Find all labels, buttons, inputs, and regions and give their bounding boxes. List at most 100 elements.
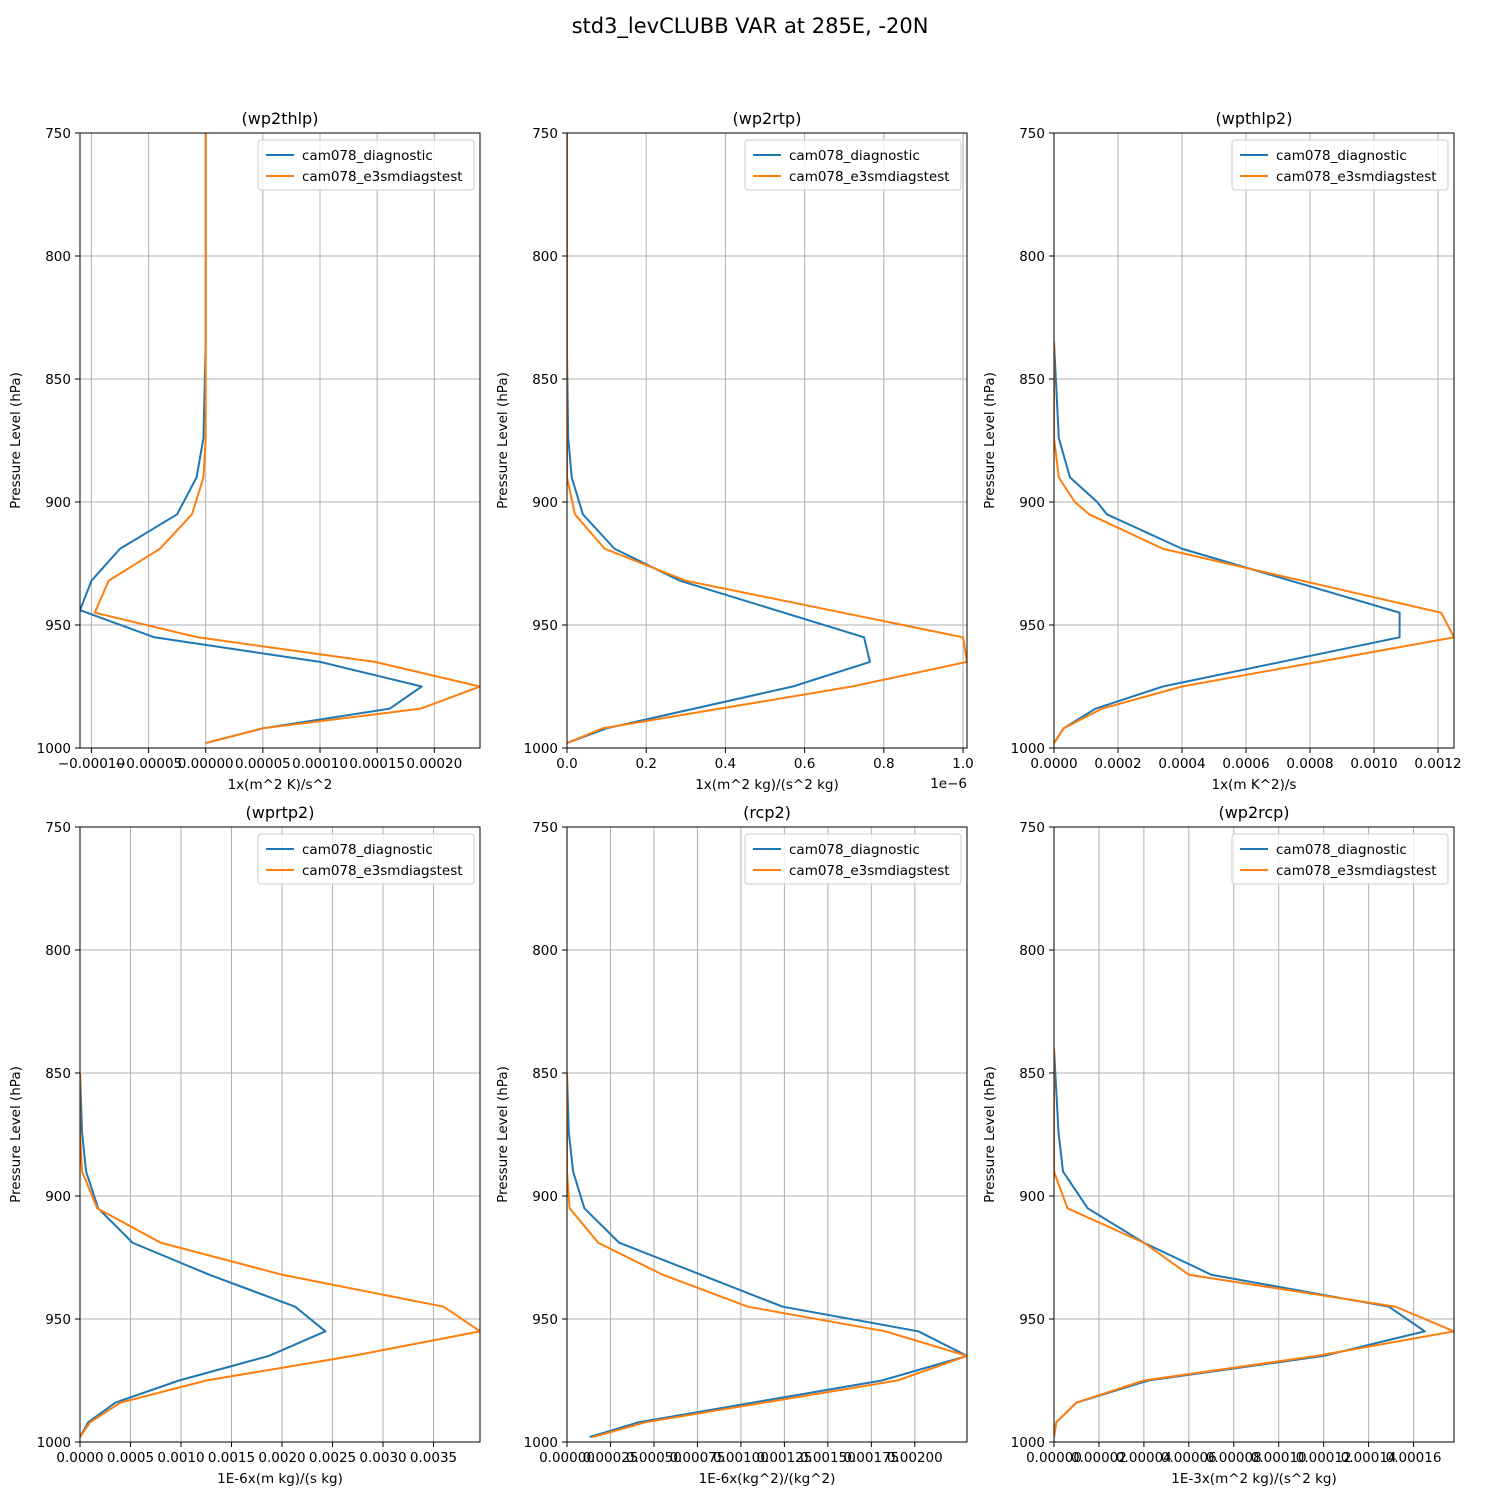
legend-label-2: cam078_e3smdiagstest — [789, 863, 950, 879]
x-tick-label: 0.00100 — [713, 1450, 769, 1466]
y-tick-label: 800 — [532, 249, 558, 265]
x-tick-label: 0.00200 — [887, 1450, 943, 1466]
legend-label-2: cam078_e3smdiagstest — [789, 169, 950, 185]
y-tick-label: 800 — [45, 249, 71, 265]
y-tick-label: 950 — [532, 618, 558, 634]
y-tick-label: 900 — [45, 1189, 71, 1205]
x-tick-label: 0.0006 — [1222, 756, 1269, 772]
axes-frame — [79, 132, 481, 749]
x-tick-label: −0.00010 — [58, 756, 125, 772]
x-offset-text: 1e−6 — [930, 776, 967, 792]
legend-frame — [744, 833, 962, 885]
y-tick-label: 750 — [45, 126, 71, 142]
x-tick-label: 0.00000 — [539, 1450, 595, 1466]
legend-label-1: cam078_diagnostic — [302, 148, 433, 164]
x-tick-label: −0.00005 — [115, 756, 182, 772]
x-tick-label: 0.00010 — [292, 756, 348, 772]
panel-4: 0.0000 0.0005 0.0010 0.0015 0.0020 0.0025 0.00… — [8, 803, 481, 1487]
x-tick-label: 0.00010 — [1251, 1450, 1307, 1466]
legend: cam078_diagnostic cam078_e3smdiagstest — [1231, 139, 1449, 191]
series-line-1 — [1054, 342, 1401, 744]
y-tick-label: 750 — [45, 820, 71, 836]
x-tick-label: 0.0010 — [1350, 756, 1397, 772]
series-line-1 — [1054, 1048, 1426, 1438]
legend-frame — [257, 833, 475, 885]
x-tick-label: 0.00050 — [626, 1450, 682, 1466]
series-line-1 — [567, 133, 871, 745]
y-tick-label: 1000 — [524, 1435, 558, 1451]
x-tick-label: 0.00016 — [1386, 1450, 1442, 1466]
y-tick-label: 750 — [532, 126, 558, 142]
figure-title: std3_levCLUBB VAR at 285E, -20N — [571, 14, 929, 38]
x-tick-label: 0.00015 — [349, 756, 405, 772]
x-tick-label: 0.0008 — [1286, 756, 1333, 772]
legend-frame — [257, 139, 475, 191]
x-tick-label: 0.00025 — [583, 1450, 639, 1466]
y-tick-label: 850 — [532, 1066, 558, 1082]
y-tick-label: 900 — [45, 495, 71, 511]
series-line-1 — [80, 1072, 327, 1438]
y-tick-label: 850 — [532, 372, 558, 388]
x-tick-label: 0.00006 — [1161, 1450, 1217, 1466]
y-tick-label: 850 — [45, 372, 71, 388]
x-axis-label: 1E-6x(kg^2)/(kg^2) — [699, 1471, 836, 1487]
x-tick-label: 1.0 — [952, 756, 973, 772]
series-line-2 — [93, 133, 480, 745]
series-line-1 — [567, 1072, 967, 1439]
x-tick-label: 0.0012 — [1414, 756, 1461, 772]
y-axis-label: Pressure Level (hPa) — [495, 372, 511, 509]
panel-title: (wpthlp2) — [1216, 109, 1293, 128]
y-tick-label: 1000 — [37, 1435, 71, 1451]
series-line-2 — [80, 1073, 480, 1438]
x-tick-label: 0.0000 — [56, 1450, 103, 1466]
x-tick-label: 0.00000 — [178, 756, 234, 772]
x-tick-label: 0.2 — [635, 756, 656, 772]
y-tick-label: 800 — [1019, 249, 1045, 265]
panel-title: (wp2thlp) — [242, 109, 319, 128]
series-line-2 — [1054, 342, 1454, 744]
panel-2: 0.0 0.2 0.4 0.6 0.8 1.0 750 800 850 900 950 1000 1e−… — [495, 109, 974, 793]
x-tick-label: 0.00150 — [800, 1450, 856, 1466]
series-line-2 — [567, 133, 967, 745]
x-tick-label: 0.00012 — [1296, 1450, 1352, 1466]
y-tick-label: 950 — [1019, 618, 1045, 634]
x-tick-label: 0.0015 — [208, 1450, 255, 1466]
legend: cam078_diagnostic cam078_e3smdiagstest — [744, 139, 962, 191]
axes-frame — [566, 132, 968, 749]
x-tick-label: 0.8 — [873, 756, 894, 772]
x-tick-label: 0.0005 — [107, 1450, 154, 1466]
x-tick-label: 0.4 — [715, 756, 736, 772]
y-tick-label: 750 — [532, 820, 558, 836]
y-tick-label: 1000 — [37, 741, 71, 757]
y-tick-label: 950 — [45, 618, 71, 634]
legend: cam078_diagnostic cam078_e3smdiagstest — [257, 139, 475, 191]
y-tick-label: 1000 — [524, 741, 558, 757]
axes-frame — [1053, 826, 1455, 1443]
panel-title: (rcp2) — [743, 803, 791, 822]
series-line-1 — [80, 133, 423, 745]
series-line-2 — [1054, 1048, 1454, 1438]
y-tick-label: 900 — [1019, 495, 1045, 511]
y-tick-label: 1000 — [1011, 1435, 1045, 1451]
axes-frame — [566, 826, 968, 1443]
y-tick-label: 900 — [1019, 1189, 1045, 1205]
legend-label-2: cam078_e3smdiagstest — [302, 863, 463, 879]
legend-label-2: cam078_e3smdiagstest — [302, 169, 463, 185]
y-tick-label: 950 — [1019, 1312, 1045, 1328]
y-tick-label: 800 — [532, 943, 558, 959]
y-tick-label: 850 — [1019, 1066, 1045, 1082]
x-tick-label: 0.0035 — [410, 1450, 457, 1466]
y-tick-label: 750 — [1019, 126, 1045, 142]
x-tick-label: 0.0002 — [1094, 756, 1141, 772]
legend-label-1: cam078_diagnostic — [1276, 148, 1407, 164]
legend-label-1: cam078_diagnostic — [1276, 842, 1407, 858]
x-tick-label: 0.0030 — [359, 1450, 406, 1466]
x-tick-label: 0.6 — [794, 756, 815, 772]
legend-label-1: cam078_diagnostic — [789, 842, 920, 858]
axes-frame — [1053, 132, 1455, 749]
x-tick-label: 0.00014 — [1341, 1450, 1397, 1466]
x-tick-label: 0.00004 — [1116, 1450, 1172, 1466]
x-tick-label: 0.00002 — [1071, 1450, 1127, 1466]
x-axis-label: 1x(m^2 kg)/(s^2 kg) — [695, 777, 839, 793]
